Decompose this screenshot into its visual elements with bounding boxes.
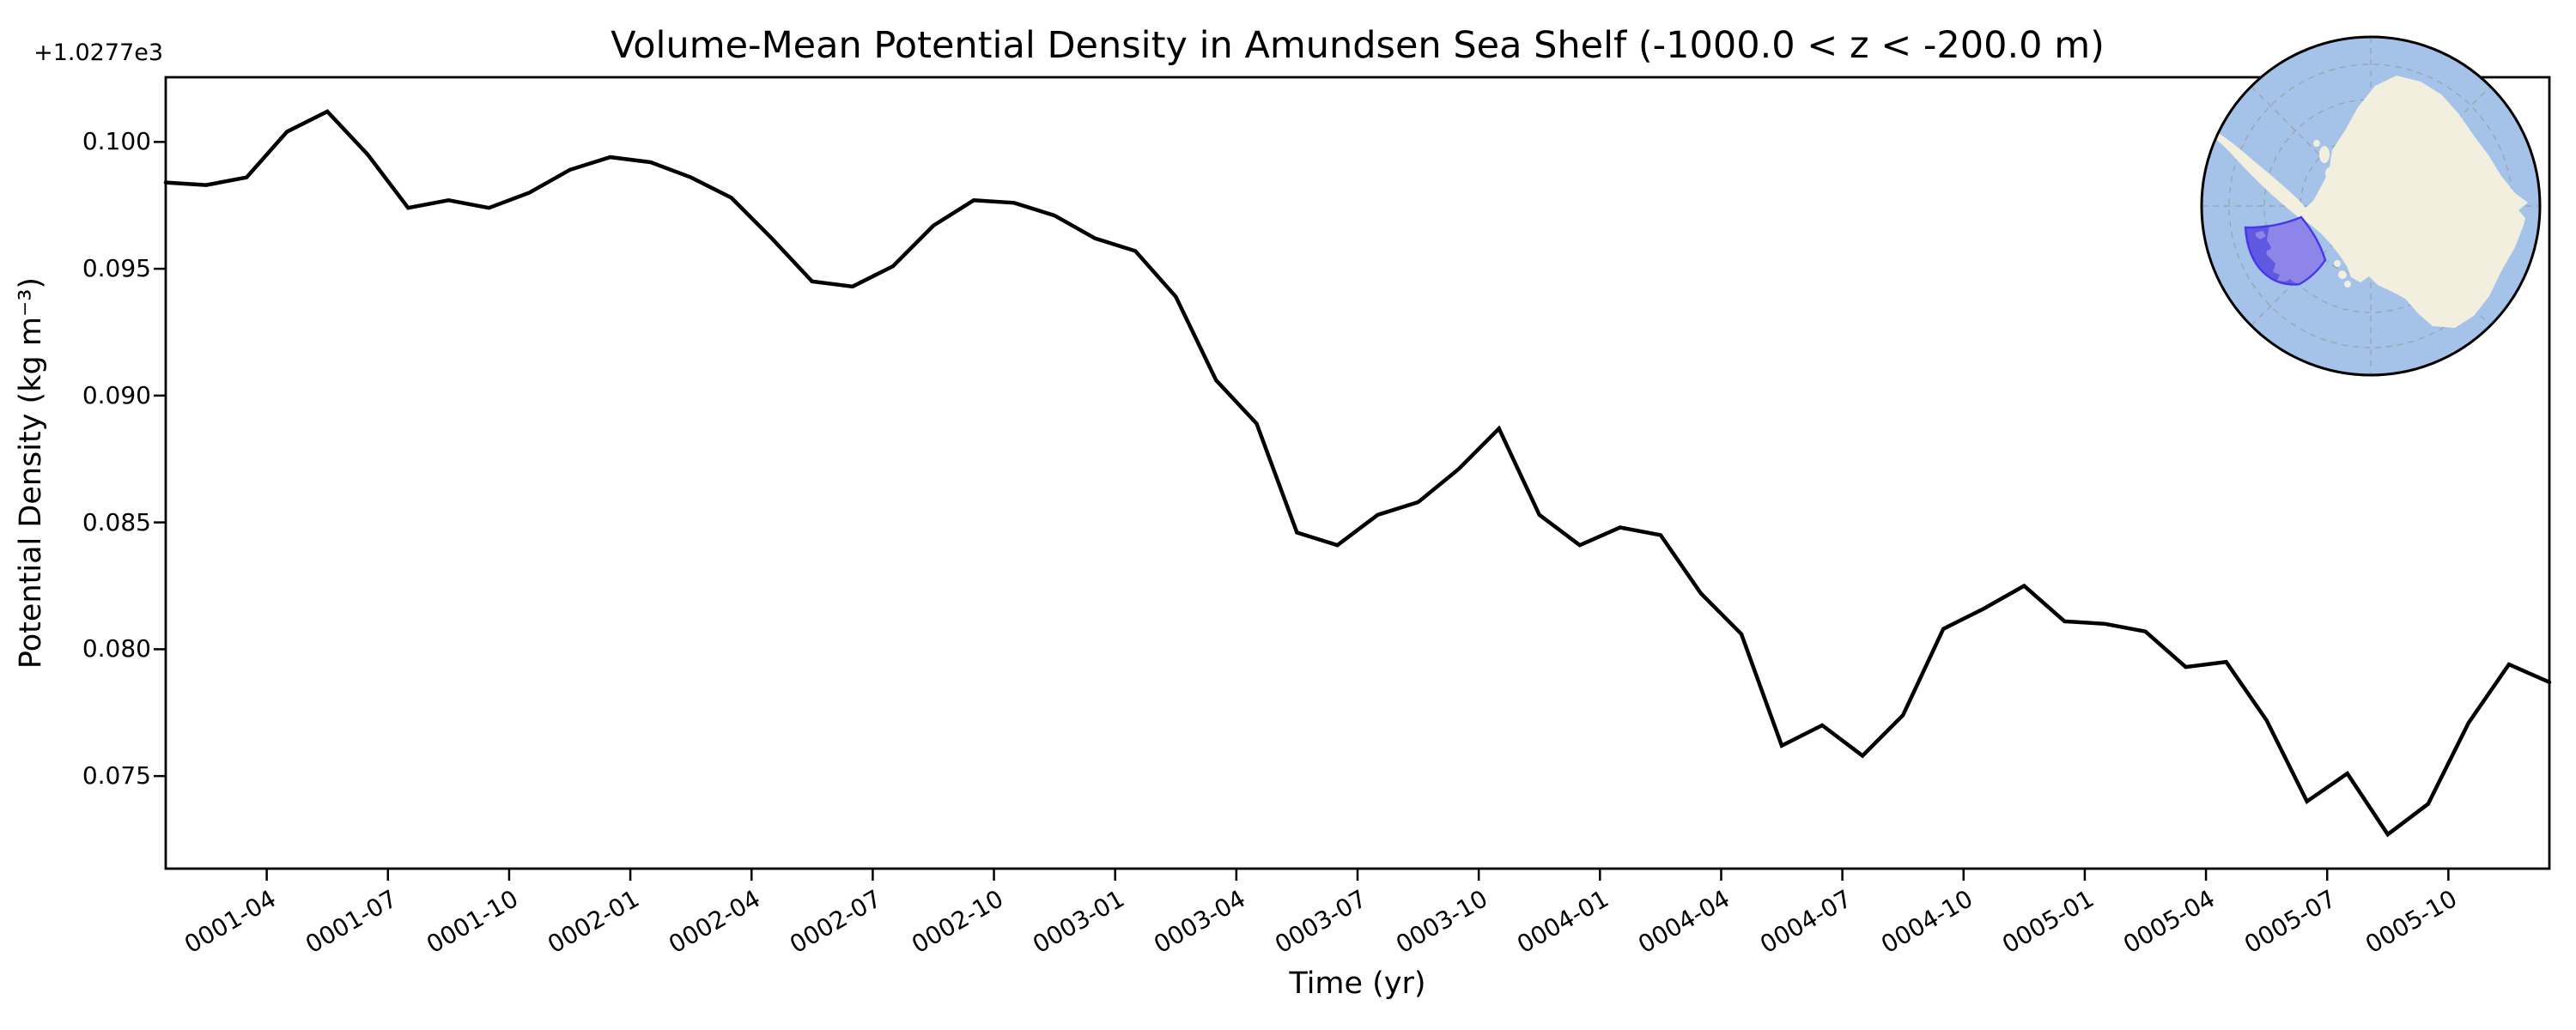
potential-density-line bbox=[163, 109, 2552, 838]
amundsen-region-outline bbox=[2244, 215, 2327, 286]
antarctic-peninsula bbox=[2211, 130, 2307, 219]
island bbox=[2313, 140, 2320, 147]
antarctica-inset-map bbox=[2200, 35, 2542, 377]
plot-frame bbox=[164, 76, 2551, 870]
y-axis-offset-label: +1.0277e3 bbox=[33, 39, 163, 66]
antarctica-landmass bbox=[2300, 76, 2528, 328]
coastal-island bbox=[2334, 260, 2341, 267]
globe-border bbox=[2200, 35, 2542, 377]
y-axis-tick-label: 0.090 bbox=[82, 380, 151, 409]
y-axis-tick-label: 0.100 bbox=[82, 127, 151, 156]
x-axis-label: Time (yr) bbox=[1289, 966, 1426, 1001]
chart-title: Volume-Mean Potential Density in Amundse… bbox=[611, 24, 2105, 67]
y-axis-tick-label: 0.085 bbox=[82, 507, 151, 536]
amundsen-shelf-highlight bbox=[2245, 225, 2300, 285]
coastal-island bbox=[2344, 281, 2351, 288]
axis-tick-marks bbox=[154, 141, 2450, 881]
y-axis-label: Potential Density (kg m⁻³) bbox=[14, 276, 48, 670]
coastal-island bbox=[2338, 270, 2347, 279]
y-axis-tick-label: 0.080 bbox=[82, 634, 151, 663]
shelf-land-patch bbox=[2275, 265, 2282, 271]
island bbox=[2319, 146, 2330, 163]
y-axis-tick-label: 0.075 bbox=[82, 761, 151, 791]
y-axis-tick-label: 0.095 bbox=[82, 254, 151, 283]
shelf-land-patch bbox=[2256, 231, 2266, 239]
shelf-land-patch bbox=[2266, 250, 2275, 258]
island bbox=[2325, 167, 2334, 179]
